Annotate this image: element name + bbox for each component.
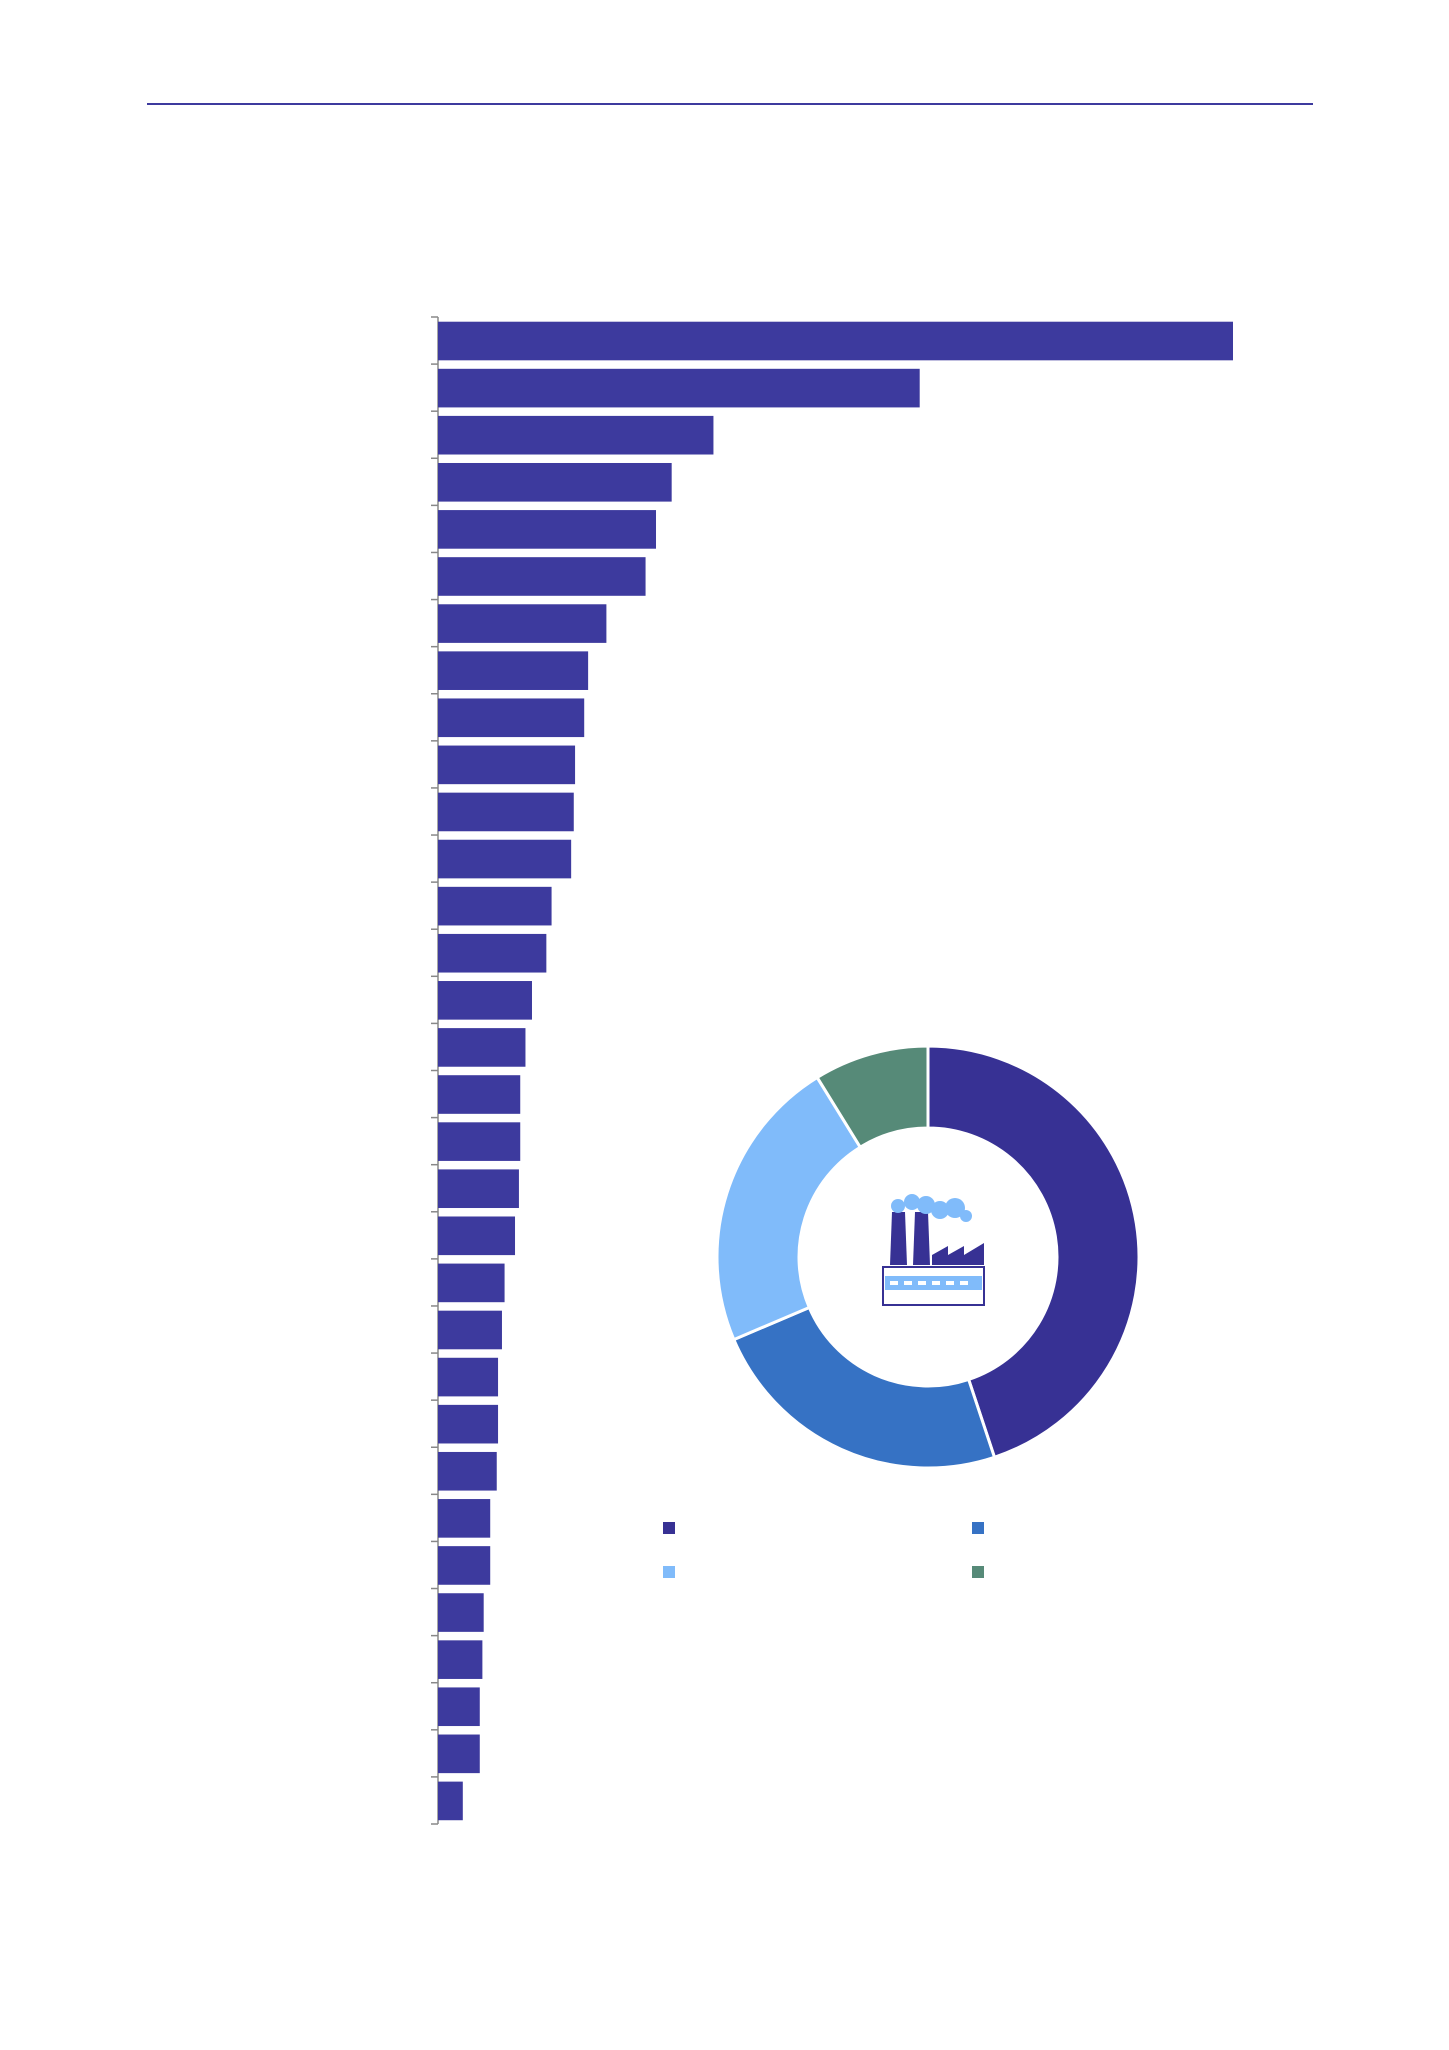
bar bbox=[438, 1593, 484, 1632]
bar bbox=[438, 1216, 516, 1256]
bar bbox=[438, 321, 1233, 361]
bar bbox=[438, 604, 607, 643]
bar bbox=[438, 368, 920, 408]
bar bbox=[438, 1734, 480, 1774]
bar bbox=[438, 886, 552, 926]
bar bbox=[438, 1781, 463, 1821]
bar bbox=[438, 510, 657, 549]
legend-swatch bbox=[663, 1566, 675, 1578]
donut-chart bbox=[663, 1044, 1141, 1578]
bar bbox=[438, 1357, 499, 1397]
bar bbox=[438, 1640, 483, 1679]
bar bbox=[438, 1404, 499, 1444]
bar bbox=[438, 839, 572, 879]
bar bbox=[438, 933, 547, 973]
bar bbox=[438, 1687, 480, 1727]
bar bbox=[438, 1451, 497, 1491]
factory-icon bbox=[882, 1194, 985, 1306]
bar bbox=[438, 415, 714, 455]
legend-swatch bbox=[663, 1522, 675, 1534]
bar bbox=[438, 1499, 491, 1538]
bar bbox=[438, 1263, 505, 1303]
bar bbox=[438, 792, 574, 832]
bar bbox=[438, 1546, 491, 1585]
donut-slice bbox=[731, 1305, 997, 1470]
bar-chart bbox=[431, 316, 1233, 1825]
donut-slice bbox=[715, 1075, 863, 1342]
donut-slice bbox=[815, 1044, 930, 1150]
bar bbox=[438, 462, 672, 502]
bar bbox=[438, 557, 646, 596]
donut-slice bbox=[926, 1044, 1141, 1460]
bar bbox=[438, 698, 585, 738]
bar bbox=[438, 1075, 521, 1114]
legend-swatch bbox=[972, 1566, 984, 1578]
legend-swatch bbox=[972, 1522, 984, 1534]
bar bbox=[438, 1122, 521, 1161]
bar bbox=[438, 651, 589, 690]
bar bbox=[438, 1169, 519, 1209]
bar bbox=[438, 1028, 526, 1067]
bar bbox=[438, 981, 532, 1020]
bar bbox=[438, 745, 576, 785]
bar bbox=[438, 1310, 502, 1350]
